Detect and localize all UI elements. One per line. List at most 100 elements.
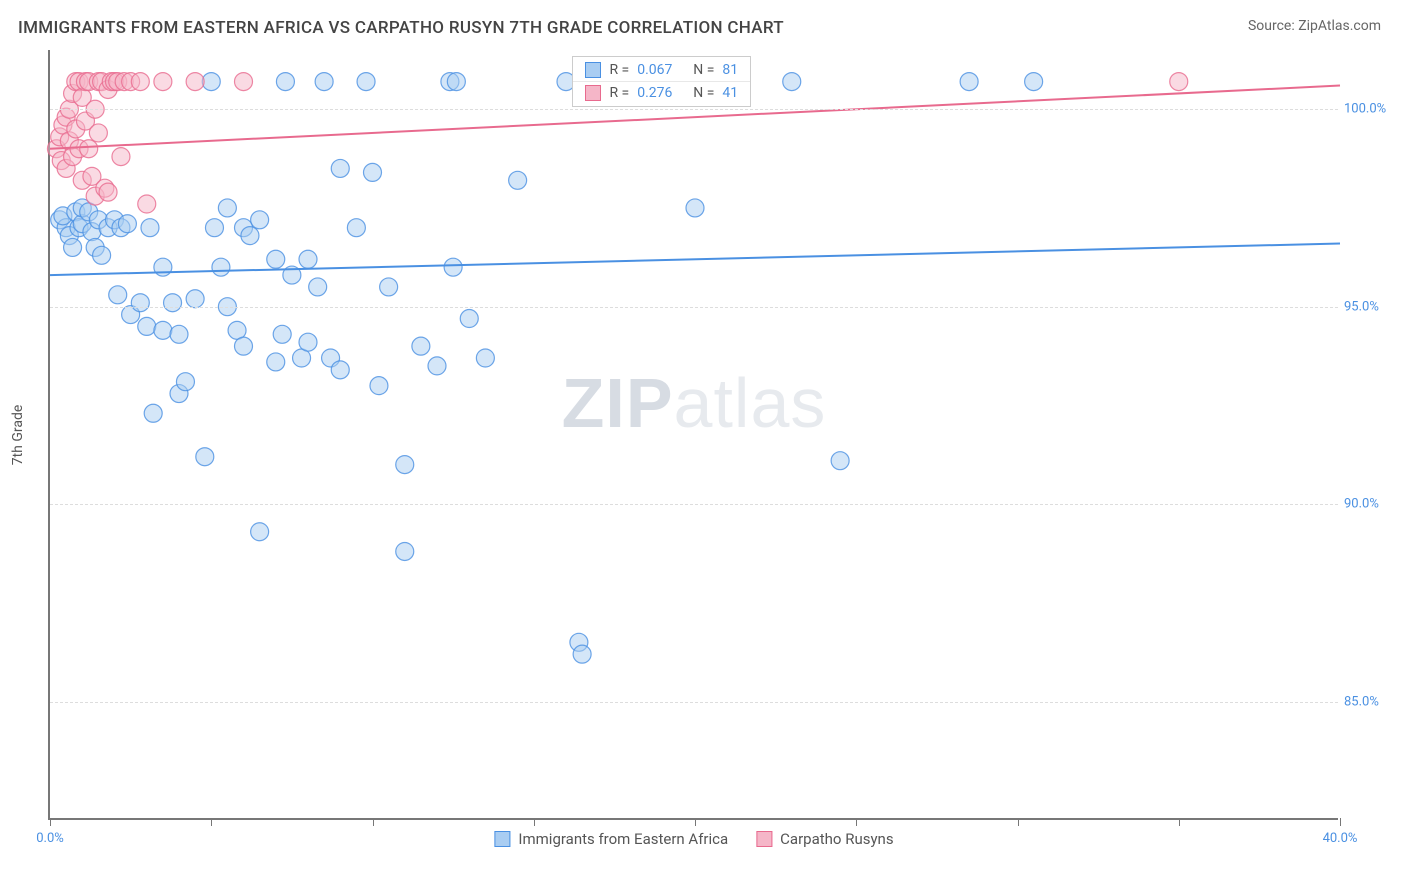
data-point bbox=[170, 325, 188, 343]
data-point bbox=[235, 73, 253, 91]
r-value: 0.067 bbox=[637, 62, 685, 78]
x-tick bbox=[50, 818, 51, 826]
legend-swatch bbox=[585, 85, 601, 101]
data-point bbox=[64, 238, 82, 256]
data-point bbox=[347, 219, 365, 237]
data-point bbox=[131, 73, 149, 91]
data-point bbox=[831, 452, 849, 470]
x-tick-label: 0.0% bbox=[36, 831, 64, 846]
data-point bbox=[154, 321, 172, 339]
legend-swatch bbox=[585, 62, 601, 78]
gridline-h bbox=[50, 109, 1338, 110]
x-tick bbox=[695, 818, 696, 826]
data-point bbox=[241, 227, 259, 245]
data-point bbox=[251, 523, 269, 541]
data-point bbox=[154, 258, 172, 276]
legend-item: Immigrants from Eastern Africa bbox=[494, 830, 728, 848]
data-point bbox=[235, 337, 253, 355]
r-label: R = bbox=[609, 62, 629, 78]
chart-title: IMMIGRANTS FROM EASTERN AFRICA VS CARPAT… bbox=[18, 18, 784, 38]
gridline-h bbox=[50, 504, 1338, 505]
data-point bbox=[315, 73, 333, 91]
series-legend: Immigrants from Eastern Africa Carpatho R… bbox=[494, 830, 893, 848]
n-label: N = bbox=[693, 85, 714, 101]
x-tick bbox=[856, 818, 857, 826]
data-point bbox=[267, 353, 285, 371]
data-point bbox=[196, 448, 214, 466]
y-axis-label: 7th Grade bbox=[10, 405, 26, 466]
gridline-h bbox=[50, 307, 1338, 308]
n-value: 81 bbox=[722, 62, 738, 78]
data-point bbox=[267, 250, 285, 268]
legend-row: R = 0.067 N = 81 bbox=[573, 59, 750, 81]
trend-line bbox=[50, 243, 1340, 275]
data-point bbox=[89, 124, 107, 142]
data-point bbox=[447, 73, 465, 91]
data-point bbox=[80, 140, 98, 158]
data-point bbox=[138, 317, 156, 335]
y-tick-label: 90.0% bbox=[1338, 497, 1386, 512]
data-point bbox=[273, 325, 291, 343]
data-point bbox=[138, 195, 156, 213]
legend-item: Carpatho Rusyns bbox=[756, 830, 893, 848]
x-tick bbox=[1340, 818, 1341, 826]
data-point bbox=[212, 258, 230, 276]
data-point bbox=[428, 357, 446, 375]
legend-row: R = 0.276 N = 41 bbox=[573, 81, 750, 104]
x-tick bbox=[211, 818, 212, 826]
y-tick-label: 100.0% bbox=[1338, 102, 1386, 117]
chart-container: 7th Grade ZIPatlas R =0.067N =81R =0.276… bbox=[48, 50, 1386, 820]
n-value: 41 bbox=[722, 85, 738, 101]
data-point bbox=[686, 199, 704, 217]
data-point bbox=[370, 377, 388, 395]
gridline-h bbox=[50, 702, 1338, 703]
data-point bbox=[141, 219, 159, 237]
data-point bbox=[186, 290, 204, 308]
data-point bbox=[364, 163, 382, 181]
data-point bbox=[380, 278, 398, 296]
legend-swatch bbox=[756, 831, 772, 847]
legend-swatch bbox=[494, 831, 510, 847]
r-value: 0.276 bbox=[637, 85, 685, 101]
source-name: ZipAtlas.com bbox=[1298, 18, 1381, 34]
data-point bbox=[357, 73, 375, 91]
r-label: R = bbox=[609, 85, 629, 101]
data-point bbox=[331, 361, 349, 379]
x-tick bbox=[1179, 818, 1180, 826]
data-point bbox=[309, 278, 327, 296]
data-point bbox=[573, 645, 591, 663]
data-point bbox=[331, 159, 349, 177]
data-point bbox=[444, 258, 462, 276]
data-point bbox=[783, 73, 801, 91]
x-tick bbox=[373, 818, 374, 826]
data-point bbox=[1025, 73, 1043, 91]
data-point bbox=[276, 73, 294, 91]
data-point bbox=[299, 333, 317, 351]
data-point bbox=[460, 310, 478, 328]
chart-svg bbox=[50, 50, 1338, 818]
data-point bbox=[99, 183, 117, 201]
y-tick-label: 85.0% bbox=[1338, 694, 1386, 709]
x-tick-label: 40.0% bbox=[1323, 831, 1358, 846]
data-point bbox=[218, 199, 236, 217]
data-point bbox=[412, 337, 430, 355]
source-prefix: Source: bbox=[1248, 18, 1298, 34]
data-point bbox=[205, 219, 223, 237]
data-point bbox=[396, 456, 414, 474]
x-tick bbox=[1018, 818, 1019, 826]
data-point bbox=[144, 404, 162, 422]
plot-area: ZIPatlas R =0.067N =81R =0.276N =41 Immi… bbox=[48, 50, 1338, 820]
data-point bbox=[251, 211, 269, 229]
data-point bbox=[118, 215, 136, 233]
data-point bbox=[202, 73, 220, 91]
n-label: N = bbox=[693, 62, 714, 78]
legend-label: Immigrants from Eastern Africa bbox=[518, 830, 728, 848]
data-point bbox=[396, 542, 414, 560]
data-point bbox=[164, 294, 182, 312]
data-point bbox=[1170, 73, 1188, 91]
data-point bbox=[131, 294, 149, 312]
data-point bbox=[109, 286, 127, 304]
data-point bbox=[112, 148, 130, 166]
data-point bbox=[509, 171, 527, 189]
data-point bbox=[186, 73, 204, 91]
